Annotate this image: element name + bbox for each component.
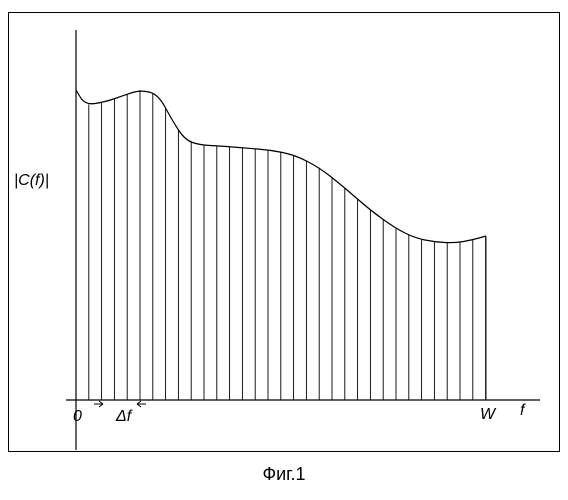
spectrum-chart (0, 0, 568, 500)
x-axis-label: f (520, 402, 524, 420)
chart-area (0, 0, 568, 500)
figure-caption: Фиг.1 (262, 464, 305, 485)
w-label: W (480, 406, 495, 424)
origin-label: 0 (73, 408, 82, 426)
y-axis-label: |C(f)| (14, 172, 49, 190)
delta-f-label: Δf (116, 408, 131, 426)
